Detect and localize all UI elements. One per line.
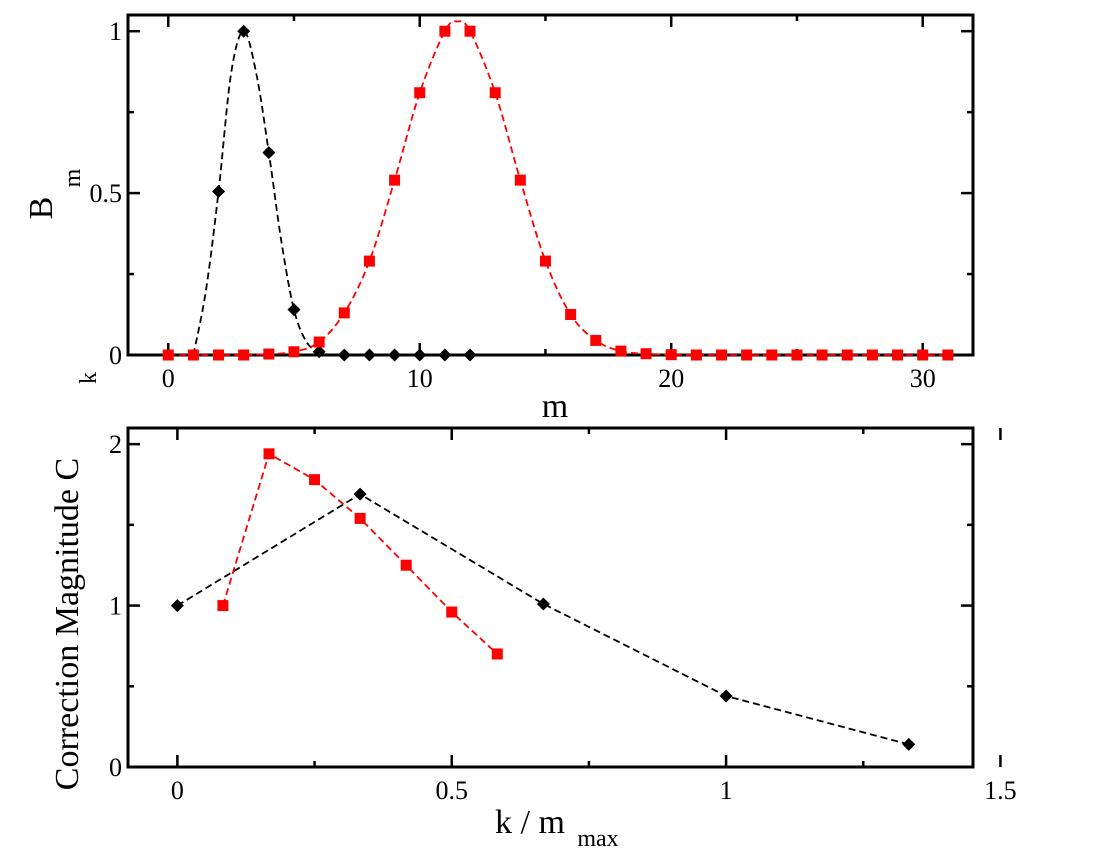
top-series-red-marker <box>213 349 225 361</box>
bottom-plot-frame <box>126 426 975 769</box>
top-x-tick-label: 20 <box>658 364 684 393</box>
top-series-black-marker <box>413 348 427 362</box>
bottom-x-tick-label: 0.5 <box>435 776 468 805</box>
top-series-red-marker <box>263 348 275 360</box>
top-series-black-marker <box>388 348 402 362</box>
top-series-black-marker <box>463 348 477 362</box>
bottom-panel: 0 0.5 1 1.5 0 1 2 k / m max Correction Magnitu… <box>49 372 1017 850</box>
top-series-red-marker <box>766 349 778 361</box>
bottom-x-tick-label: 1 <box>720 776 733 805</box>
top-series-red-marker <box>539 255 551 267</box>
top-series-red-marker <box>489 87 501 99</box>
bottom-y-tick-label: 2 <box>109 430 122 459</box>
top-series-red-marker <box>866 349 878 361</box>
top-series-black-marker <box>438 348 452 362</box>
top-series-red-marker <box>741 349 753 361</box>
top-series-red-marker <box>514 174 526 186</box>
top-series-red-marker <box>363 255 375 267</box>
top-series-black-marker <box>212 184 226 198</box>
bottom-x-tick-label: 1.5 <box>984 776 1017 805</box>
bottom-y-axis-label: Correction Magnitude C k <box>49 372 102 790</box>
top-series-red-line <box>168 20 948 356</box>
bottom-series-markers <box>170 448 916 751</box>
bottom-y-axis-label-main: Correction Magnitude C <box>49 458 86 790</box>
top-series-black-marker <box>262 146 276 160</box>
top-series-red-marker <box>187 349 199 361</box>
bottom-axis-ticks: 0 0.5 1 1.5 0 1 2 <box>109 428 1017 805</box>
top-plot-frame <box>126 13 975 357</box>
top-series-black-marker <box>312 345 326 359</box>
bottom-x-axis-label-sub: max <box>577 826 618 850</box>
top-y-tick-label: 0.5 <box>90 179 123 208</box>
top-x-tick-label: 10 <box>407 364 433 393</box>
top-x-tick-label: 0 <box>162 364 175 393</box>
bottom-series-black-marker <box>902 737 916 751</box>
top-panel: 0 10 20 30 0 0.5 1 m B m <box>23 13 975 425</box>
top-x-tick-label: 30 <box>910 364 936 393</box>
top-series-red-marker <box>288 346 300 358</box>
top-y-axis-label: B m <box>23 168 86 219</box>
top-series-black-marker <box>287 303 301 317</box>
top-y-axis-label-main: B <box>23 197 60 220</box>
top-series-red-marker <box>162 349 174 361</box>
top-axis-ticks: 0 10 20 30 0 0.5 1 <box>90 15 973 393</box>
bottom-series-black-line <box>176 493 910 746</box>
top-series-red-marker <box>791 349 803 361</box>
top-series-red-marker <box>816 349 828 361</box>
top-series-curves <box>168 20 948 357</box>
top-series-red-marker <box>338 307 350 319</box>
bottom-x-tick-label: 0 <box>171 776 184 805</box>
top-series-red-marker <box>615 345 627 357</box>
top-series-red-marker <box>313 336 325 348</box>
top-series-black-marker <box>237 24 251 38</box>
top-series-red-marker <box>690 349 702 361</box>
top-series-red-marker <box>942 349 954 361</box>
top-series-black-marker <box>337 348 351 362</box>
top-series-markers <box>162 24 954 362</box>
bottom-y-tick-label: 0 <box>109 753 122 782</box>
top-series-red-marker <box>640 348 652 360</box>
bottom-series-black-marker <box>719 689 733 703</box>
bottom-series-red-marker <box>263 448 275 460</box>
bottom-x-axis-label-main: k / m <box>495 804 565 841</box>
bottom-series-red-line <box>222 452 498 655</box>
bottom-series-red-marker <box>309 474 321 486</box>
top-series-red-marker <box>917 349 929 361</box>
bottom-y-tick-label: 1 <box>109 592 122 621</box>
bottom-series-black-marker <box>353 487 367 501</box>
bottom-series-black-marker <box>170 599 184 613</box>
bottom-series-red-marker <box>446 606 458 618</box>
top-y-tick-label: 0 <box>109 341 122 370</box>
top-series-red-marker <box>439 25 451 37</box>
top-series-red-marker <box>414 87 426 99</box>
bottom-x-axis-label: k / m max <box>495 804 619 850</box>
top-y-axis-label-sub: m <box>60 168 86 187</box>
bottom-series-red-marker <box>491 648 503 660</box>
top-series-red-marker <box>389 174 401 186</box>
bottom-series-red-marker <box>354 512 366 524</box>
top-x-axis-label: m <box>542 388 568 425</box>
top-series-red-marker <box>590 334 602 346</box>
top-series-red-marker <box>464 25 476 37</box>
top-series-red-marker <box>716 349 728 361</box>
top-series-red-marker <box>238 349 250 361</box>
top-y-tick-label: 1 <box>109 17 122 46</box>
bottom-series-red-marker <box>400 559 412 571</box>
top-series-red-marker <box>565 309 577 321</box>
top-series-red-marker <box>841 349 853 361</box>
top-series-red-marker <box>892 349 904 361</box>
bottom-series-red-marker <box>217 600 229 612</box>
top-series-red-marker <box>665 349 677 361</box>
bottom-y-axis-label-sub: k <box>76 372 102 384</box>
top-series-black-marker <box>362 348 376 362</box>
bottom-series-black-marker <box>536 597 550 611</box>
